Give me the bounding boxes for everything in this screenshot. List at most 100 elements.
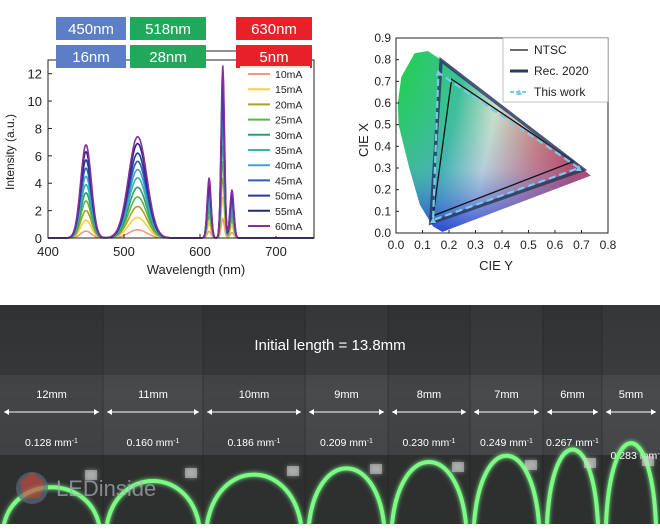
spectrum-legend-label: 30mA	[275, 130, 302, 142]
segment-arrow-left-icon	[107, 409, 112, 415]
spectrum-y-tick-label: 6	[35, 149, 42, 164]
bent-fiber-arc	[545, 447, 600, 526]
segment-curvature-label: 0.249 mm-1	[480, 437, 533, 449]
peak-label-blue: 450nm	[68, 21, 114, 38]
cie-x-tick-label: 0.1	[414, 238, 431, 252]
fiber-clamp	[452, 462, 464, 472]
spectrum-y-axis-label: Intensity (a.u.)	[3, 114, 17, 190]
spectrum-legend-label: 35mA	[275, 145, 302, 157]
watermark-text: LEDinside	[56, 476, 156, 501]
cie-thiswork-point	[430, 217, 437, 223]
spectrum-x-tick-label: 700	[265, 244, 287, 259]
cie-y-tick-label: 0.7	[374, 74, 391, 88]
spectrum-y-tick-label: 8	[35, 121, 42, 136]
fiber-clamp	[185, 468, 197, 478]
cie-legend-marker-thiswork	[516, 89, 522, 95]
bent-fiber-arc	[205, 472, 303, 526]
segment-arrow-left-icon	[547, 409, 552, 415]
peak-label-green: 518nm	[145, 21, 191, 38]
segment-length-label: 11mm	[138, 389, 168, 401]
bending-photo-panel: Initial length = 13.8mm 12mm 0.128 mm-1 11…	[0, 305, 660, 526]
cie-y-tick-label: 0.0	[374, 226, 391, 240]
fiber-clamp	[287, 466, 299, 476]
segment-curvature-label: 0.128 mm-1	[25, 437, 78, 449]
fiber-clamp	[642, 456, 654, 466]
segment-length-label: 6mm	[560, 389, 584, 401]
cie-y-tick-label: 0.4	[374, 139, 391, 153]
spectrum-legend-label: 50mA	[275, 191, 302, 203]
cie-x-tick-label: 0.4	[494, 238, 511, 252]
segment-arrow-left-icon	[474, 409, 479, 415]
fiber-clamp	[525, 460, 537, 470]
segment-length-label: 9mm	[334, 389, 358, 401]
fiber-clamp	[584, 458, 596, 468]
segment-length-label: 8mm	[417, 389, 441, 401]
spectrum-x-tick-label: 600	[189, 244, 211, 259]
photo-column-bg	[203, 305, 305, 455]
cie-locus-group	[397, 51, 591, 232]
spectrum-chart: 400 500 600 700 0 2 4 6 8 10 12 Wavelength (nm) I…	[3, 17, 315, 277]
spectrum-x-axis-label: Wavelength (nm)	[147, 262, 246, 277]
spectrum-legend-label: 25mA	[275, 115, 302, 127]
spectrum-y-ticks: 0 2 4 6 8 10 12	[28, 67, 52, 246]
cie-x-tick-label: 0.2	[441, 238, 458, 252]
spectrum-legend-label: 10mA	[275, 69, 302, 81]
segment-arrow-right-icon	[461, 409, 466, 415]
bent-fiber-arc	[390, 460, 468, 526]
bent-fiber-arc	[2, 485, 101, 526]
segment-length-label: 12mm	[36, 389, 67, 401]
fiber-clamp	[85, 470, 97, 480]
segment-arrow-left-icon	[392, 409, 397, 415]
spectrum-x-ticks: 400 500 600 700	[37, 234, 287, 259]
photo-column-bg	[103, 305, 203, 455]
segment-arrow-left-icon	[207, 409, 212, 415]
spectrum-y-tick-label: 10	[28, 94, 42, 109]
photo-column-bg	[0, 305, 103, 455]
segment-curvature-label: 0.186 mm-1	[228, 437, 281, 449]
spectrum-y-tick-label: 4	[35, 176, 42, 191]
photo-column-bg	[602, 305, 660, 455]
peak-label-red: 630nm	[251, 21, 297, 38]
cie-y-tick-label: 0.1	[374, 204, 391, 218]
bent-fiber-arc	[307, 466, 386, 526]
cie-x-tick-label: 0.0	[388, 238, 405, 252]
segment-arrow-right-icon	[593, 409, 598, 415]
cie-y-axis-label: CIE X	[356, 123, 371, 157]
cie-y-ticks: 0.0 0.1 0.2 0.3 0.4 0.5 0.6 0.7 0.8 0.9	[374, 31, 399, 240]
spectrum-legend: 10mA 15mA 20mA 25mA 30mA 35mA 40mA 45mA 50mA 55mA…	[240, 66, 310, 236]
spectrum-y-tick-label: 12	[28, 67, 42, 82]
cie-x-tick-label: 0.3	[467, 238, 484, 252]
spectrum-y-tick-label: 0	[35, 231, 42, 246]
photo-column-bg	[305, 305, 388, 455]
fiber-clamp	[370, 464, 382, 474]
cie-y-tick-label: 0.8	[374, 53, 391, 67]
watermark: LEDinside	[16, 472, 156, 504]
peak-label-box-green	[130, 17, 206, 40]
cie-thiswork-point	[435, 69, 442, 76]
cie-thiswork-point	[575, 165, 582, 171]
cie-spectral-locus-shade	[397, 51, 591, 232]
spectrum-legend-label: 20mA	[275, 99, 302, 111]
segment-arrow-left-icon	[309, 409, 314, 415]
cie-y-tick-label: 0.3	[374, 161, 391, 175]
bent-fiber-arc	[472, 453, 541, 526]
fwhm-label-box-green	[130, 45, 206, 68]
segment-arrow-left-icon	[606, 409, 611, 415]
segment-arrow-right-icon	[94, 409, 99, 415]
spectrum-legend-label: 60mA	[275, 221, 302, 233]
segment-length-label: 5mm	[619, 389, 643, 401]
watermark-logo-shape	[20, 472, 44, 498]
spectrum-x-tick-label: 500	[113, 244, 135, 259]
cie-x-axis-label: CIE Y	[479, 258, 513, 273]
fwhm-label-red: 5nm	[259, 49, 288, 66]
cie-legend-label-ntsc: NTSC	[534, 43, 567, 57]
cie-gamut-this-work	[431, 70, 582, 222]
photo-arcs	[2, 441, 658, 526]
bent-fiber-arc	[604, 441, 658, 526]
segment-arrow-right-icon	[296, 409, 301, 415]
segment-length-label: 10mm	[239, 389, 270, 401]
cie-y-tick-label: 0.6	[374, 96, 391, 110]
spectrum-legend-label: 55mA	[275, 206, 302, 218]
